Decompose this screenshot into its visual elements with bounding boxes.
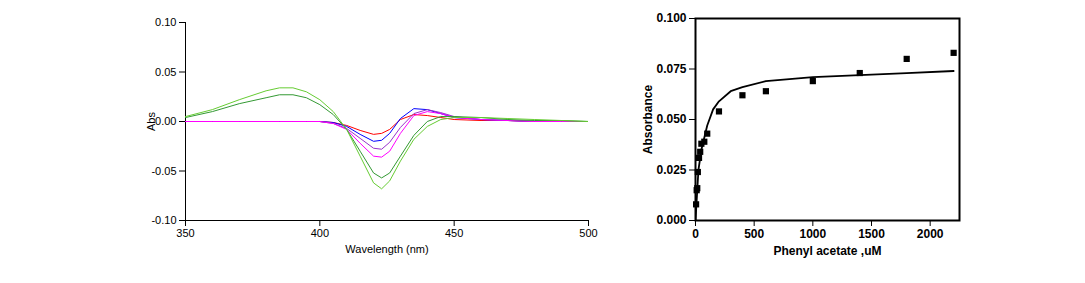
svg-text:0.025: 0.025 xyxy=(656,163,686,177)
svg-text:350: 350 xyxy=(176,227,194,239)
svg-text:Wavelength (nm): Wavelength (nm) xyxy=(345,243,428,255)
svg-text:0.00: 0.00 xyxy=(155,115,176,127)
svg-text:0.100: 0.100 xyxy=(656,11,686,25)
svg-text:0.050: 0.050 xyxy=(656,112,686,126)
svg-text:2000: 2000 xyxy=(917,227,944,241)
svg-text:1500: 1500 xyxy=(858,227,885,241)
svg-text:0: 0 xyxy=(692,227,699,241)
svg-text:-0.10: -0.10 xyxy=(151,214,176,226)
svg-text:-0.05: -0.05 xyxy=(151,165,176,177)
svg-text:450: 450 xyxy=(445,227,463,239)
svg-text:500: 500 xyxy=(579,227,597,239)
svg-text:0.000: 0.000 xyxy=(656,213,686,227)
svg-text:Abs: Abs xyxy=(145,112,157,131)
svg-text:0.05: 0.05 xyxy=(155,66,176,78)
svg-text:0.075: 0.075 xyxy=(656,62,686,76)
svg-text:Absorbance: Absorbance xyxy=(641,85,655,155)
svg-text:1000: 1000 xyxy=(799,227,826,241)
svg-text:500: 500 xyxy=(744,227,764,241)
svg-text:400: 400 xyxy=(311,227,329,239)
svg-text:0.10: 0.10 xyxy=(155,16,176,28)
svg-text:Phenyl acetate ,uM: Phenyl acetate ,uM xyxy=(773,244,881,258)
